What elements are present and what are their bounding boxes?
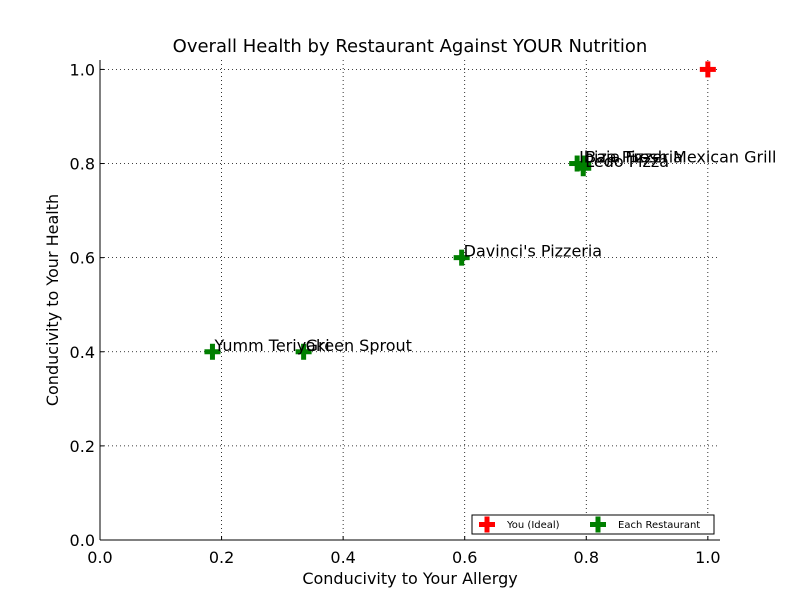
legend-marker (590, 516, 606, 533)
y-tick-label: 0.0 (70, 531, 95, 550)
data-point (295, 343, 312, 360)
legend: You (Ideal) Each Restaurant (471, 514, 715, 535)
point-label: Ibiza Pizzeria (579, 148, 683, 167)
y-tick-label: 0.6 (70, 249, 95, 268)
y-axis-label: Conducivity to Your Health (43, 194, 62, 406)
x-axis-label: Conducivity to Your Allergy (302, 569, 517, 588)
grid-lines (100, 60, 720, 540)
x-tick-label: 1.0 (695, 548, 720, 567)
point-label: Davinci's Pizzeria (464, 242, 602, 261)
x-tick-label: 0.2 (209, 548, 234, 567)
data-point (204, 343, 221, 360)
legend-label: You (Ideal) (506, 520, 560, 531)
chart-title: Overall Health by Restaurant Against YOU… (173, 36, 648, 57)
axis-ticks: 0.0 0.2 0.4 0.6 0.8 1.0 0.0 0.2 0.4 0.6 0.8 1.0 (70, 60, 721, 567)
x-tick-label: 0.4 (330, 548, 355, 567)
y-tick-label: 0.8 (70, 155, 95, 174)
data-point (569, 155, 586, 172)
point-label: Green Sprout (306, 336, 412, 355)
point-label: Ledo Pizza (585, 152, 669, 171)
point-label: Yumm Teriyaki (213, 336, 329, 355)
data-point (453, 249, 470, 266)
data-point (699, 61, 716, 78)
x-tick-label: 0.0 (87, 548, 112, 567)
y-tick-label: 0.4 (70, 343, 95, 362)
y-tick-label: 1.0 (70, 60, 95, 79)
x-tick-label: 0.8 (574, 548, 599, 567)
legend-label: Each Restaurant (618, 520, 700, 531)
legend-marker (479, 516, 495, 533)
data-points (204, 61, 716, 360)
point-label: Baja Fresh Mexican Grill (585, 148, 776, 167)
data-point (575, 160, 592, 177)
y-tick-label: 0.2 (70, 437, 95, 456)
x-tick-label: 0.6 (452, 548, 477, 567)
